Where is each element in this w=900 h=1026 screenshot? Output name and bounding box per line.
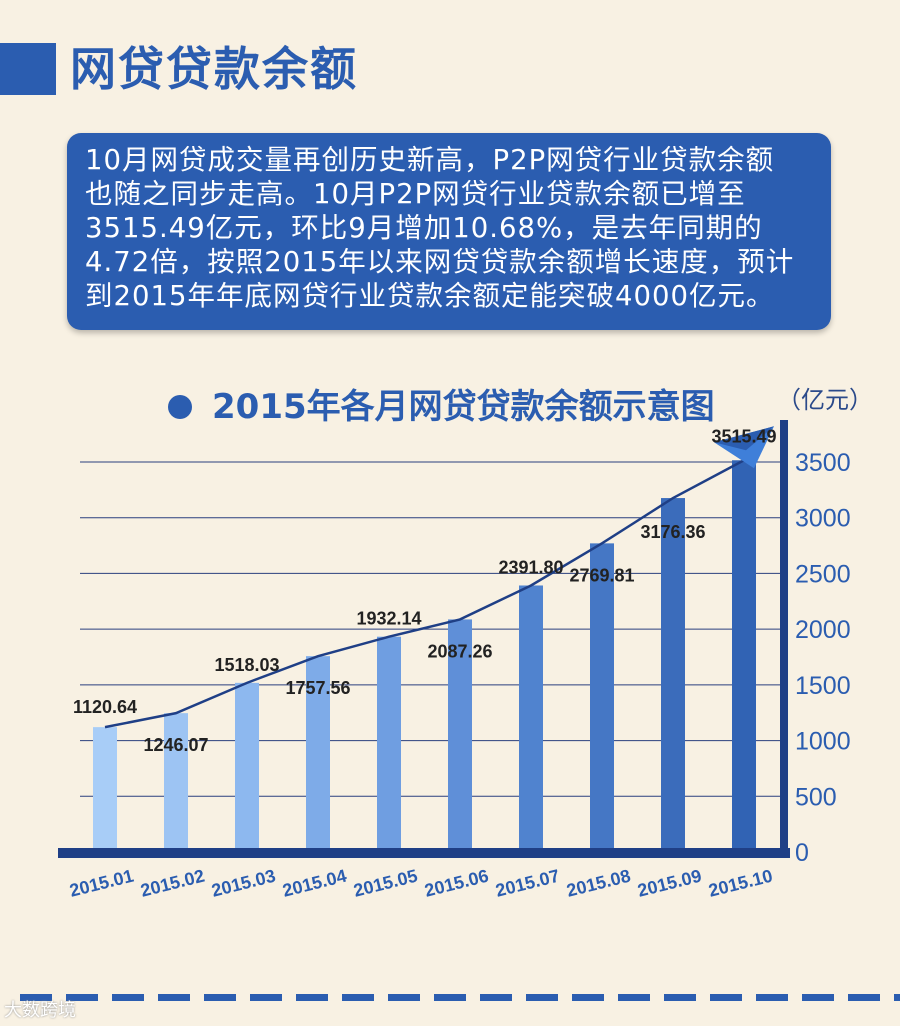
y-tick-label: 3500	[795, 449, 851, 477]
x-tick-label: 2015.09	[636, 866, 704, 901]
data-label: 1120.64	[73, 697, 137, 717]
bullet-dot-icon	[168, 395, 192, 419]
x-tick-label: 2015.04	[281, 866, 349, 901]
x-tick-label: 2015.02	[139, 866, 207, 901]
data-label: 1757.56	[285, 678, 350, 698]
watermark: 大数跨境	[4, 1000, 76, 1021]
bar	[164, 713, 188, 852]
bar	[448, 619, 472, 852]
x-tick-label: 2015.05	[352, 866, 420, 901]
arrow-head-shade-icon	[714, 426, 774, 451]
x-tick-label: 2015.06	[423, 866, 491, 901]
description-box: 10月网贷成交量再创历史新高，P2P网贷行业贷款余额 也随之同步走高。10月P2…	[67, 133, 831, 330]
y-tick-label: 3000	[795, 505, 851, 533]
x-tick-label: 2015.08	[565, 866, 633, 901]
y-tick-label: 2000	[795, 616, 851, 644]
footer-divider	[20, 994, 900, 1001]
page-title: 网贷贷款余额	[70, 42, 358, 96]
bar	[661, 498, 685, 852]
x-tick-label: 2015.01	[68, 866, 136, 901]
data-label: 2087.26	[427, 641, 492, 661]
data-label: 1932.14	[356, 609, 421, 629]
bar	[732, 460, 756, 852]
x-axis	[58, 848, 790, 858]
data-label: 2391.80	[498, 557, 563, 577]
bar	[235, 682, 259, 852]
bar	[377, 636, 401, 852]
x-tick-label: 2015.10	[707, 866, 775, 901]
y-tick-label: 2500	[795, 560, 851, 588]
x-tick-label: 2015.07	[494, 866, 562, 901]
bar	[590, 543, 614, 852]
bar	[306, 656, 330, 852]
data-label: 3176.36	[640, 522, 705, 542]
data-label: 1518.03	[214, 655, 279, 675]
chart-title: 2015年各月网贷贷款余额示意图	[212, 387, 715, 427]
title-accent-block	[0, 43, 56, 95]
data-label: 2769.81	[569, 565, 634, 585]
y-axis-unit: （亿元）	[777, 386, 873, 414]
y-tick-label: 500	[795, 783, 837, 811]
x-tick-label: 2015.03	[210, 866, 278, 901]
y-tick-label: 1500	[795, 672, 851, 700]
y-tick-label: 0	[795, 839, 809, 867]
y-tick-label: 1000	[795, 728, 851, 756]
data-label: 1246.07	[143, 735, 208, 755]
bar	[93, 727, 117, 852]
y-axis	[780, 420, 788, 858]
description-text: 10月网贷成交量再创历史新高，P2P网贷行业贷款余额 也随之同步走高。10月P2…	[85, 144, 795, 312]
bar	[519, 585, 543, 852]
data-label: 3515.49	[711, 426, 776, 446]
trend-line	[104, 459, 745, 729]
